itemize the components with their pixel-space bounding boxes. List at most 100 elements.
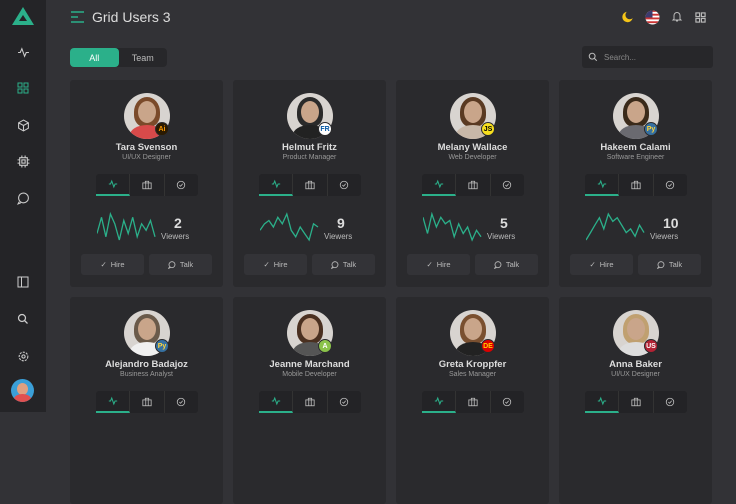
activity-tab[interactable] [585,391,620,413]
user-card: Py Hakeem Calami Software Engineer 10 Vi… [559,80,712,287]
talk-button[interactable]: Talk [475,254,538,275]
check-tab[interactable] [491,174,524,196]
talk-button[interactable]: Talk [149,254,212,275]
viewers-count: 9 [337,215,345,231]
tab-all[interactable]: All [70,48,119,67]
check-tab[interactable] [165,391,198,413]
check-circle-icon [503,397,512,407]
bell-icon[interactable] [671,10,683,23]
hire-button[interactable]: ✓ Hire [570,254,633,275]
briefcase-tab[interactable] [130,174,165,196]
activity-icon[interactable] [13,42,33,62]
card-tabs [422,174,524,196]
skill-badge-icon: A [318,339,332,353]
tab-team[interactable]: Team [131,52,154,63]
card-tabs [259,391,361,413]
check-tab[interactable] [328,391,361,413]
search-placeholder: Search... [604,52,637,62]
chat-icon [493,260,502,269]
card-tabs [96,174,198,196]
talk-label: Talk [668,260,683,269]
settings-icon[interactable] [13,346,33,366]
grid-icon[interactable] [13,78,33,98]
briefcase-tab[interactable] [293,174,328,196]
activity-icon [271,179,280,189]
check-circle-icon [177,180,186,190]
check-tab[interactable] [491,391,524,413]
check-icon: ✓ [589,260,596,269]
search-icon[interactable] [13,309,33,329]
menu-icon[interactable] [71,11,84,23]
check-tab[interactable] [654,391,687,413]
hire-button[interactable]: ✓ Hire [244,254,307,275]
skill-badge-icon: FR [318,122,332,136]
viewers-count: 5 [500,215,508,231]
activity-tab[interactable] [259,174,294,196]
apps-icon[interactable] [695,12,706,23]
check-tab[interactable] [654,174,687,196]
talk-label: Talk [505,260,520,269]
viewers-sparkline [586,212,645,241]
check-circle-icon [503,180,512,190]
user-name: Tara Svenson [115,142,178,153]
viewers-label: Viewers [650,232,679,241]
activity-tab[interactable] [96,174,131,196]
box-icon[interactable] [13,115,33,135]
skill-badge-icon: DE [481,339,495,353]
page-title: Grid Users 3 [92,9,171,25]
check-icon: ✓ [426,260,433,269]
card-tabs [96,391,198,413]
talk-label: Talk [342,260,357,269]
check-icon: ✓ [100,260,107,269]
activity-tab[interactable] [585,174,620,196]
activity-icon [434,396,443,406]
user-card: DE Greta Kroppfer Sales Manager [396,297,549,504]
user-role: UI/UX Designer [122,154,171,161]
activity-icon [597,179,606,189]
check-tab[interactable] [328,174,361,196]
search-input[interactable]: Search... [582,46,713,68]
user-role: Web Developer [448,154,497,161]
cpu-icon[interactable] [13,151,33,171]
message-icon[interactable] [13,188,33,208]
sidebar [0,0,46,412]
check-circle-icon [177,397,186,407]
briefcase-tab[interactable] [293,391,328,413]
briefcase-tab[interactable] [619,174,654,196]
activity-tab[interactable] [259,391,294,413]
user-card: JS Melany Wallace Web Developer 5 Viewer… [396,80,549,287]
avatar[interactable] [11,379,34,402]
briefcase-tab[interactable] [456,391,491,413]
viewers-sparkline [423,212,482,242]
user-name: Alejandro Badajoz [105,359,188,370]
viewers-label: Viewers [487,232,516,241]
viewers-label: Viewers [324,232,353,241]
talk-label: Talk [179,260,194,269]
search-icon [588,52,598,62]
briefcase-icon [468,397,478,407]
activity-tab[interactable] [96,391,131,413]
activity-tab[interactable] [422,174,457,196]
activity-tab[interactable] [422,391,457,413]
briefcase-tab[interactable] [619,391,654,413]
check-tab[interactable] [165,174,198,196]
hire-button[interactable]: ✓ Hire [81,254,144,275]
user-name: Anna Baker [609,359,662,370]
card-tabs [585,391,687,413]
hire-button[interactable]: ✓ Hire [407,254,470,275]
check-circle-icon [340,180,349,190]
briefcase-tab[interactable] [456,174,491,196]
briefcase-tab[interactable] [130,391,165,413]
talk-button[interactable]: Talk [638,254,701,275]
panel-icon[interactable] [13,272,33,292]
talk-button[interactable]: Talk [312,254,375,275]
moon-icon[interactable] [621,10,635,24]
us-flag-icon[interactable] [645,10,660,25]
viewers-sparkline [260,212,319,242]
viewers-count: 10 [663,215,679,231]
activity-icon [271,396,280,406]
user-name: Helmut Fritz [282,142,337,153]
user-name: Melany Wallace [437,142,508,153]
user-card: FR Helmut Fritz Product Manager 9 Viewer… [233,80,386,287]
sparkline-line [423,212,482,242]
